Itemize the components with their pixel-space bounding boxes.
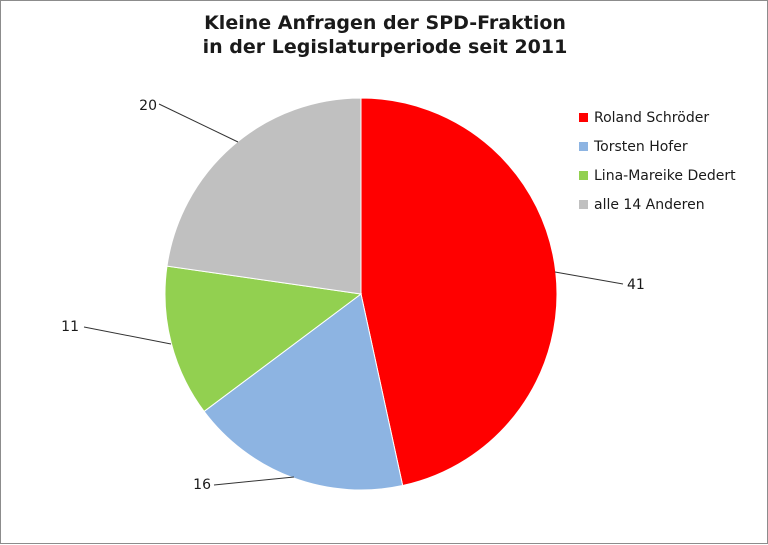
legend-item-lina-mareike-dedert: Lina-Mareike Dedert — [579, 161, 736, 190]
chart-title: Kleine Anfragen der SPD-Fraktion in der … — [1, 11, 768, 59]
leader-line-lina-mareike-dedert — [83, 326, 172, 345]
data-label-others: 20 — [139, 98, 157, 114]
pie-slice-lina-mareike-dedert — [164, 265, 363, 413]
chart-title-line-1: Kleine Anfragen der SPD-Fraktion — [204, 12, 566, 34]
pie-slice-others — [166, 97, 362, 295]
legend-item-roland-schroeder: Roland Schröder — [579, 103, 736, 132]
legend-label-torsten-hofer: Torsten Hofer — [594, 138, 688, 155]
legend-swatch-roland-schroeder — [579, 113, 588, 122]
legend-label-others: alle 14 Anderen — [594, 196, 705, 213]
leader-line-roland-schroeder — [554, 271, 624, 285]
legend-swatch-others — [579, 200, 588, 209]
legend-swatch-lina-mareike-dedert — [579, 171, 588, 180]
chart-title-line-2: in der Legislaturperiode seit 2011 — [202, 36, 568, 58]
legend-label-lina-mareike-dedert: Lina-Mareike Dedert — [594, 167, 736, 184]
data-label-roland-schroeder: 41 — [627, 277, 645, 293]
leader-line-others — [158, 103, 239, 143]
legend-item-others: alle 14 Anderen — [579, 190, 736, 219]
pie-slice-roland-schroeder — [360, 97, 558, 487]
data-label-torsten-hofer: 16 — [193, 477, 211, 493]
leader-line-torsten-hofer — [213, 476, 295, 486]
data-label-lina-mareike-dedert: 11 — [61, 319, 79, 335]
legend-item-torsten-hofer: Torsten Hofer — [579, 132, 736, 161]
legend-label-roland-schroeder: Roland Schröder — [594, 109, 710, 126]
legend-swatch-torsten-hofer — [579, 142, 588, 151]
legend: Roland Schröder Torsten Hofer Lina-Marei… — [579, 103, 736, 219]
